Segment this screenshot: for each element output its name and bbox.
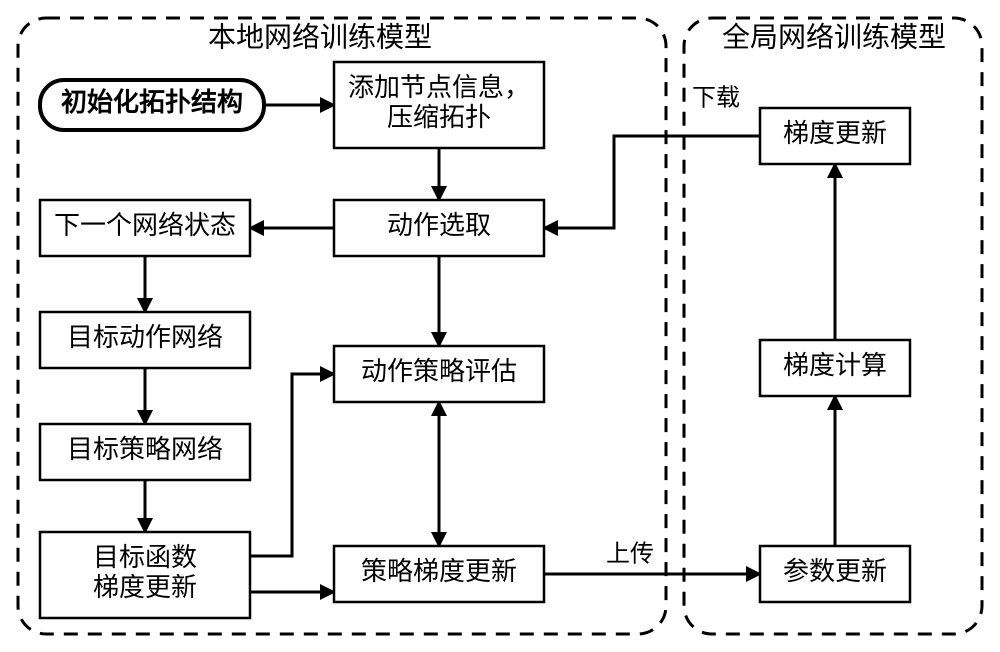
local-panel-title: 本地网络训练模型 xyxy=(208,21,432,53)
e-obj-eval xyxy=(250,374,334,556)
obj-grad-label-0: 目标函数 xyxy=(93,543,197,572)
global-panel-title: 全局网络训练模型 xyxy=(722,21,946,53)
policy-grad-label-0: 策略梯度更新 xyxy=(361,557,517,586)
target-action-label-0: 目标动作网络 xyxy=(67,323,223,352)
target-policy-label-0: 目标策略网络 xyxy=(67,435,223,464)
e-gupdate-select-label: 下载 xyxy=(692,85,740,112)
obj-grad-label-1: 梯度更新 xyxy=(93,573,197,602)
e-pgrad-param-label: 上传 xyxy=(606,541,654,568)
grad-calc-label-0: 梯度计算 xyxy=(783,351,887,380)
action-select-label-0: 动作选取 xyxy=(387,211,491,240)
add-node-label-0: 添加节点信息， xyxy=(348,73,530,102)
action-eval-label-0: 动作策略评估 xyxy=(361,357,517,386)
nodes-layer: 初始化拓扑结构 添加节点信息，压缩拓扑动作选取 下一个网络状态目标动作网络目标策略网… xyxy=(40,62,910,618)
e-gupdate-select xyxy=(544,136,760,228)
add-node-label-1: 压缩拓扑 xyxy=(387,103,491,132)
param-update-label-0: 参数更新 xyxy=(783,557,887,586)
next-state-label-0: 下一个网络状态 xyxy=(54,211,236,240)
grad-update-label-0: 梯度更新 xyxy=(783,119,887,148)
init-label-0: 初始化拓扑结构 xyxy=(61,88,243,117)
